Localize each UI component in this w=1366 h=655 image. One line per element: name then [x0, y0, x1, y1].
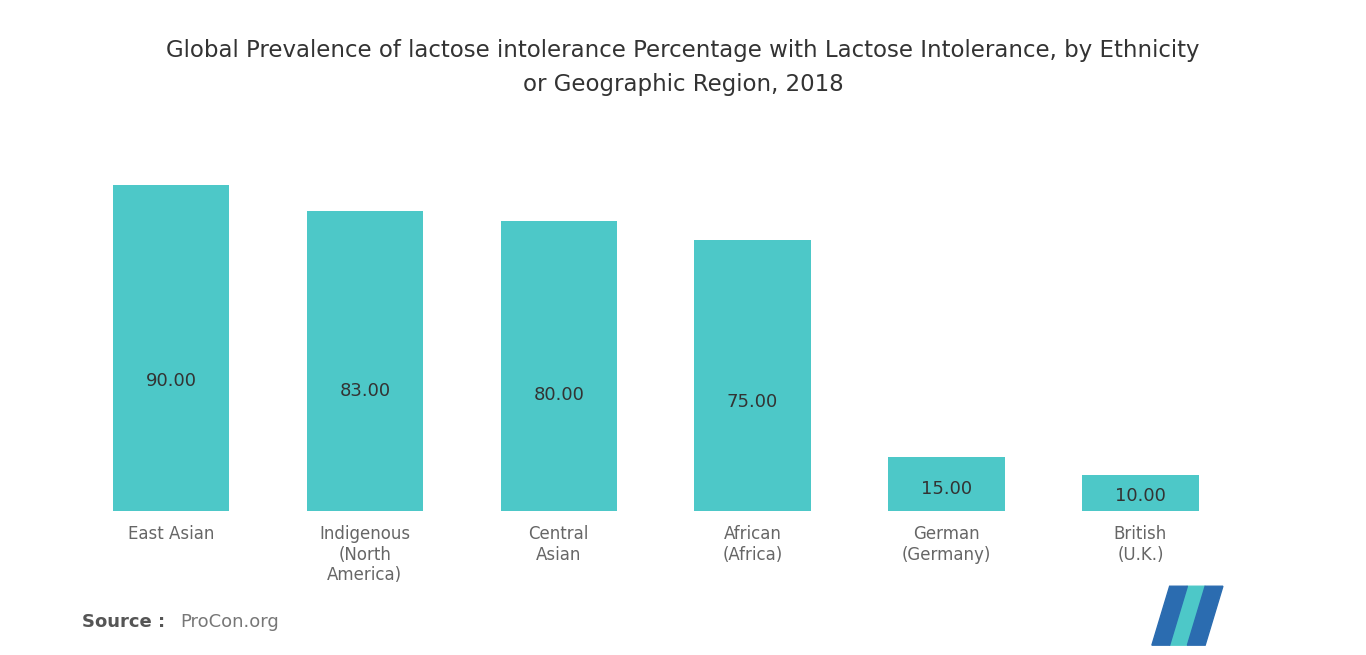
Bar: [888, 457, 1004, 511]
Text: Global Prevalence of lactose intolerance Percentage with Lactose Intolerance, by: Global Prevalence of lactose intolerance…: [167, 39, 1199, 96]
Polygon shape: [1169, 586, 1205, 645]
Bar: [1082, 475, 1198, 511]
Text: 10.00: 10.00: [1115, 487, 1165, 506]
Text: 75.00: 75.00: [727, 394, 779, 411]
Bar: [307, 211, 423, 511]
Bar: [113, 185, 229, 511]
Text: Source :: Source :: [82, 613, 165, 631]
Text: 15.00: 15.00: [921, 480, 973, 498]
Text: 80.00: 80.00: [533, 386, 585, 404]
Polygon shape: [1187, 586, 1223, 645]
Bar: [500, 221, 617, 511]
Bar: [694, 240, 811, 511]
Text: ProCon.org: ProCon.org: [180, 613, 279, 631]
Polygon shape: [1152, 586, 1187, 645]
Text: 90.00: 90.00: [145, 371, 197, 390]
Text: 83.00: 83.00: [339, 382, 391, 400]
